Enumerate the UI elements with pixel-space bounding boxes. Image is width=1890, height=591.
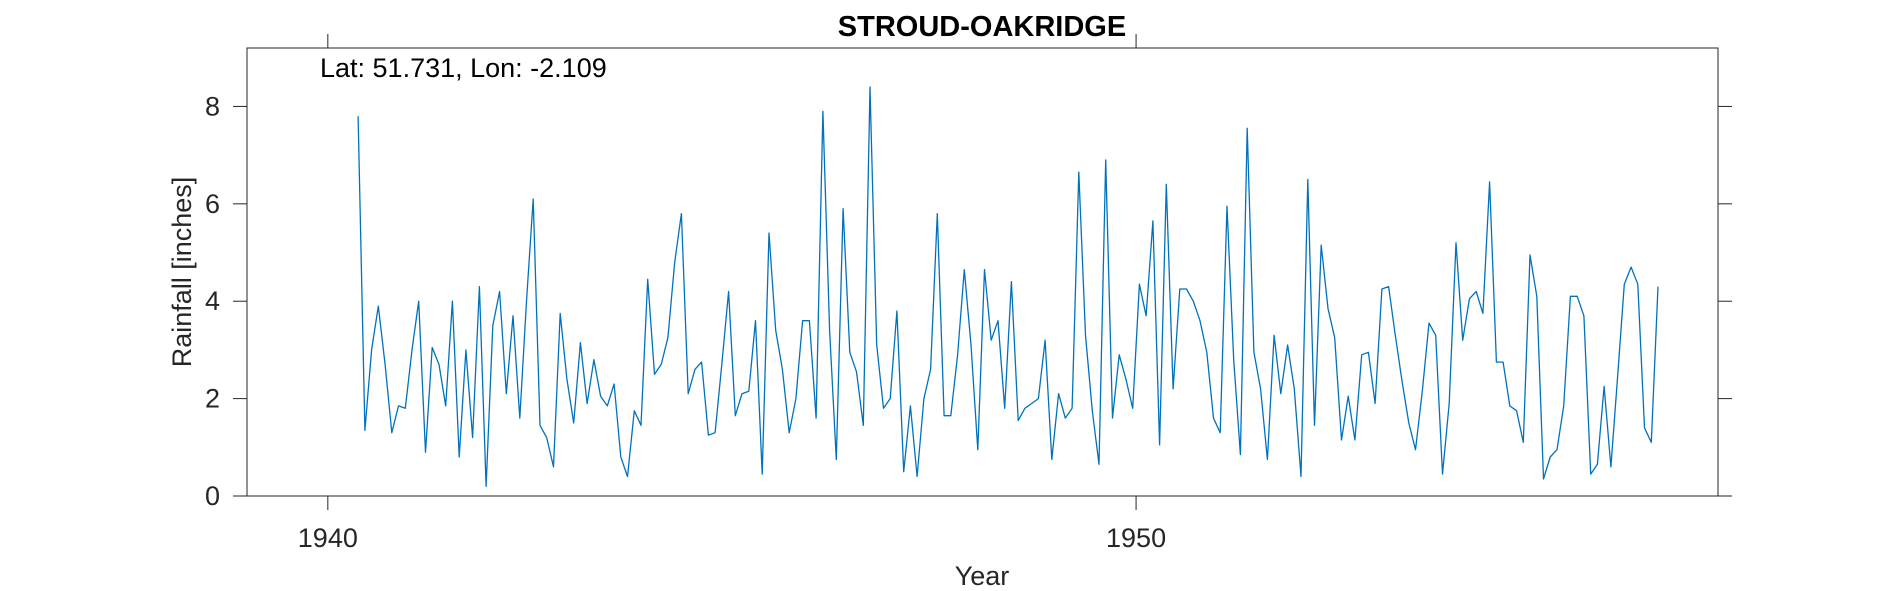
x-tick-label: 1940 [298,523,358,553]
y-tick-label: 0 [205,481,220,511]
y-tick-label: 6 [205,189,220,219]
tick-labels: 0 2 4 6 8 1940 1950 [205,91,1166,553]
y-axis-label: Rainfall [inches] [167,177,197,368]
y-tick-label: 8 [205,91,220,121]
axis-ticks [233,34,1732,510]
y-tick-label: 2 [205,384,220,414]
chart-title: STROUD-OAKRIDGE [838,11,1126,43]
x-tick-label: 1950 [1106,523,1166,553]
y-tick-label: 4 [205,286,220,316]
location-annotation: Lat: 51.731, Lon: -2.109 [320,53,607,83]
x-axis-label: Year [955,561,1010,591]
plot-area [246,47,1719,497]
rainfall-series-line [357,86,1659,487]
